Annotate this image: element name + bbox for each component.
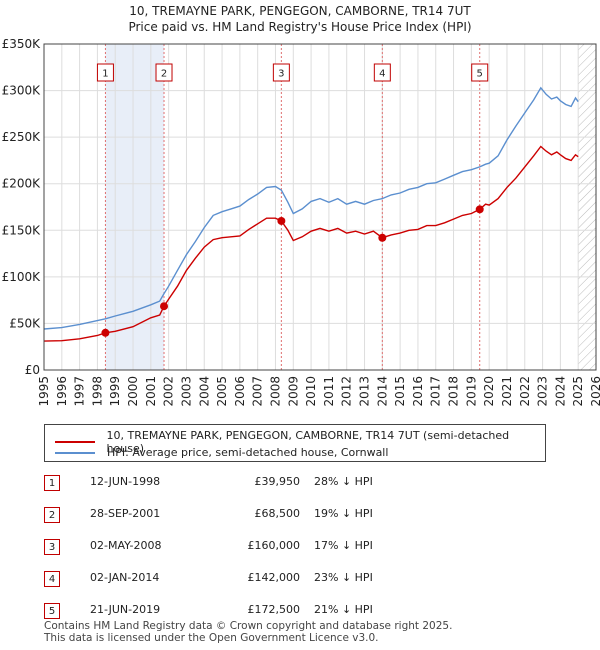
sale-date: 02-JAN-2014 [90, 571, 160, 584]
sale-label-box [155, 63, 173, 82]
x-tick-label: 2001 [144, 376, 158, 407]
sale-date: 21-JUN-2019 [90, 603, 161, 616]
sale-hpi-diff: 28% ↓ HPI [314, 475, 373, 488]
x-tick-label: 2019 [464, 376, 478, 407]
sale-hpi-diff: 17% ↓ HPI [314, 539, 373, 552]
y-tick-label: £100K [2, 270, 42, 284]
sale-date: 28-SEP-2001 [90, 507, 161, 520]
chart-title-line1: 10, TREMAYNE PARK, PENGEGON, CAMBORNE, T… [129, 4, 471, 18]
x-tick-label: 1995 [37, 376, 51, 407]
x-tick-label: 2007 [251, 376, 265, 407]
legend-swatch-hpi [55, 451, 95, 454]
sale-number-badge: 2 [44, 507, 60, 523]
x-tick-label: 2008 [268, 376, 282, 407]
price-chart: £0 £50K £100K £150K £200K £250K £300K £350K 1995… [2, 37, 600, 407]
plot-border [43, 43, 597, 371]
x-tick-label: 2017 [429, 376, 443, 407]
hpi-line [43, 86, 579, 330]
legend-swatch-price-paid [55, 441, 95, 443]
x-tick-label: 2022 [518, 376, 532, 407]
legend-item-hpi: HPI: Average price, semi-detached house,… [55, 446, 388, 459]
table-row: 3 02-MAY-2008 £160,000 17% ↓ HPI [44, 536, 564, 556]
y-tick-label: £0 [25, 363, 40, 377]
x-tick-label: 2011 [322, 376, 336, 407]
sale-hpi-diff: 23% ↓ HPI [314, 571, 373, 584]
x-tick-label: 2000 [126, 376, 140, 407]
x-tick-label: 2003 [179, 376, 193, 407]
sale-label-number: 3 [278, 69, 284, 80]
legend-item-price-paid: 10, TREMAYNE PARK, PENGEGON, CAMBORNE, T… [55, 429, 545, 455]
footer-licence: This data is licensed under the Open Gov… [44, 632, 379, 644]
sale-date: 02-MAY-2008 [90, 539, 162, 552]
sale-point [475, 205, 484, 214]
chart-legend: 10, TREMAYNE PARK, PENGEGON, CAMBORNE, T… [44, 424, 546, 462]
x-tick-label: 2021 [500, 376, 514, 407]
x-tick-label: 2014 [375, 376, 389, 407]
x-tick-label: 2020 [482, 376, 496, 407]
x-tick-label: 2010 [304, 376, 318, 407]
y-tick-label: £150K [2, 223, 42, 237]
sale-date: 12-JUN-1998 [90, 475, 161, 488]
sale-price: £142,000 [247, 571, 301, 584]
sale-point [378, 233, 387, 242]
sale-number-badge: 3 [44, 539, 60, 555]
sale-price: £39,950 [254, 475, 301, 488]
sale-label-number: 1 [102, 69, 108, 80]
sale-point [277, 216, 286, 225]
x-tick-label: 2018 [447, 376, 461, 407]
sale-number-badge: 5 [44, 603, 60, 619]
sale-label-box [373, 63, 391, 82]
table-row: 5 21-JUN-2019 £172,500 21% ↓ HPI [44, 600, 564, 620]
y-tick-label: £200K [2, 177, 42, 191]
table-row: 2 28-SEP-2001 £68,500 19% ↓ HPI [44, 504, 564, 524]
sale-label-box [96, 63, 114, 82]
x-tick-label: 1998 [90, 376, 104, 407]
x-tick-label: 1999 [108, 376, 122, 407]
y-tick-label: £250K [2, 130, 42, 144]
x-tick-label: 2002 [162, 376, 176, 407]
y-tick-label: £350K [2, 37, 42, 51]
sale-point [101, 328, 110, 337]
x-tick-label: 2023 [536, 376, 550, 407]
x-tick-label: 2005 [215, 376, 229, 407]
sale-price: £68,500 [254, 507, 301, 520]
forecast-hatch [578, 44, 596, 370]
sale-hpi-diff: 19% ↓ HPI [314, 507, 373, 520]
x-tick-label: 2012 [340, 376, 354, 407]
sale-label-number: 4 [379, 69, 385, 80]
x-tick-label: 1997 [73, 376, 87, 407]
sale-number-badge: 1 [44, 475, 60, 491]
x-tick-label: 2015 [393, 376, 407, 407]
shade-band [105, 44, 165, 370]
x-tick-label: 2024 [553, 376, 567, 407]
table-row: 4 02-JAN-2014 £142,000 23% ↓ HPI [44, 568, 564, 588]
sale-price: £160,000 [247, 539, 301, 552]
sale-point [160, 302, 169, 311]
chart-title-line2: Price paid vs. HM Land Registry's House … [128, 20, 472, 34]
y-tick-label: £300K [2, 84, 42, 98]
sale-label-number: 2 [161, 69, 167, 80]
x-tick-label: 2025 [571, 376, 585, 407]
x-tick-label: 2026 [589, 376, 600, 407]
sale-hpi-diff: 21% ↓ HPI [314, 603, 373, 616]
x-tick-label: 2006 [233, 376, 247, 407]
sale-number-badge: 4 [44, 571, 60, 587]
legend-label-price-paid: 10, TREMAYNE PARK, PENGEGON, CAMBORNE, T… [106, 429, 510, 455]
sale-label-box [471, 63, 489, 82]
x-tick-label: 2016 [411, 376, 425, 407]
y-tick-label: £50K [9, 316, 41, 330]
table-row: 1 12-JUN-1998 £39,950 28% ↓ HPI [44, 472, 564, 492]
sale-price: £172,500 [247, 603, 301, 616]
footer-copyright: Contains HM Land Registry data © Crown c… [44, 620, 453, 632]
x-tick-label: 2009 [286, 376, 300, 407]
x-tick-label: 2004 [197, 376, 211, 407]
price-paid-line [43, 145, 579, 342]
sale-label-box [272, 63, 290, 82]
sale-label-number: 5 [477, 69, 483, 80]
x-tick-label: 1996 [55, 376, 69, 407]
x-tick-label: 2013 [358, 376, 372, 407]
legend-label-hpi: HPI: Average price, semi-detached house,… [107, 446, 389, 459]
